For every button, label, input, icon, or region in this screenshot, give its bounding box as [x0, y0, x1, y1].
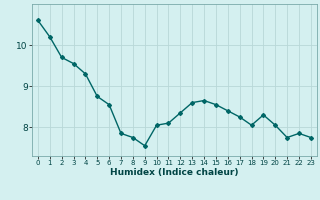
X-axis label: Humidex (Indice chaleur): Humidex (Indice chaleur)	[110, 168, 239, 177]
